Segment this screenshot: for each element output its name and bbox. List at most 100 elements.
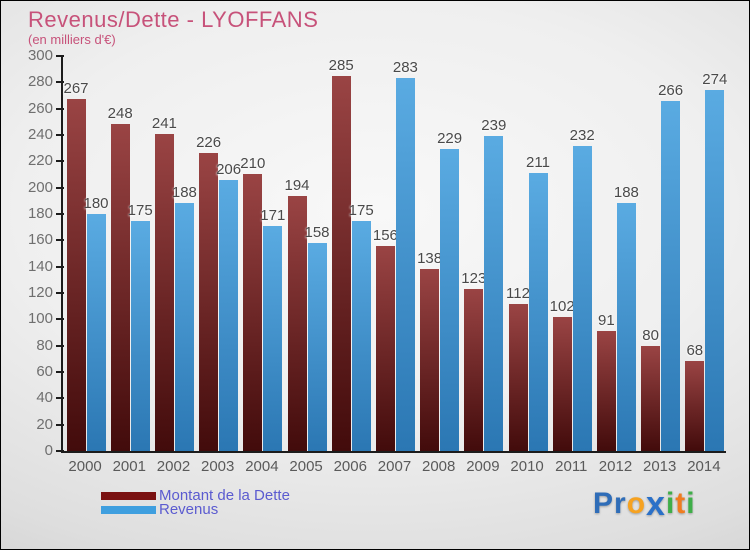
bar-dette-2003: [199, 153, 219, 451]
logo-letter-2: o: [626, 487, 647, 520]
bar-value-revenus-2000: 180: [83, 195, 109, 212]
y-axis-label-300: 300: [27, 47, 53, 64]
x-axis-label-2004: 2004: [245, 458, 279, 475]
y-axis-label-20: 20: [36, 415, 53, 433]
bar-value-revenus-2013: 266: [658, 82, 684, 99]
logo-letter-4: i: [665, 487, 676, 520]
x-axis-label-2005: 2005: [289, 458, 323, 475]
y-axis-tick-180: [56, 213, 64, 215]
y-axis-label-0: 0: [44, 442, 53, 459]
bar-dette-2004: [243, 174, 263, 451]
logo-letter-5: t: [675, 487, 687, 520]
bar-dette-2005: [287, 196, 307, 451]
y-axis-tick-280: [56, 81, 64, 84]
bar-dette-2007: [375, 246, 395, 451]
y-axis-label-80: 80: [36, 336, 53, 354]
bar-revenus-2002: [174, 203, 194, 451]
y-axis-label-220: 220: [27, 152, 53, 170]
x-axis-label-2002: 2002: [156, 458, 191, 475]
bar-dette-2014: [685, 361, 705, 451]
x-axis-label-2013: 2013: [643, 458, 677, 475]
bar-value-dette-2013: 80: [642, 327, 659, 344]
bar-dette-2002: [154, 134, 174, 451]
logo-letter-3: x: [646, 485, 666, 523]
x-axis-label-2009: 2009: [466, 458, 500, 475]
bar-revenus-2011: [572, 146, 592, 451]
y-axis-tick-60: [56, 371, 64, 373]
bar-value-dette-2011: 102: [549, 298, 575, 315]
legend: Montant de la Dette Revenus: [101, 487, 290, 517]
logo-letter-0: P: [593, 487, 615, 520]
bar-value-revenus-2002: 188: [171, 184, 197, 201]
x-axis-label-2011: 2011: [555, 458, 588, 475]
x-axis-label-2001: 2001: [112, 458, 146, 475]
bar-revenus-2007: [395, 78, 415, 451]
bar-value-dette-2014: 68: [686, 342, 704, 359]
bar-revenus-2010: [528, 173, 548, 451]
y-axis-label-160: 160: [27, 231, 53, 249]
bar-revenus-2006: [351, 221, 371, 451]
bar-value-dette-2005: 194: [284, 177, 310, 194]
y-axis-tick-100: [56, 318, 64, 321]
y-axis-label-240: 240: [27, 126, 53, 143]
bar-value-dette-2003: 226: [196, 134, 222, 151]
y-axis-tick-120: [56, 292, 64, 294]
bar-value-revenus-2012: 188: [613, 184, 639, 201]
bar-revenus-2005: [307, 243, 327, 451]
bar-value-revenus-2010: 211: [526, 154, 550, 171]
bar-value-dette-2009: 123: [461, 270, 487, 287]
y-axis-tick-160: [56, 239, 64, 242]
y-axis-label-40: 40: [36, 389, 53, 407]
bar-revenus-2012: [616, 203, 636, 451]
y-axis-label-60: 60: [36, 363, 53, 380]
x-axis-label-2014: 2014: [687, 458, 721, 475]
bar-revenus-2013: [661, 101, 681, 451]
logo-letter-6: i: [686, 487, 696, 520]
logo-letter-1: r: [614, 487, 627, 520]
x-axis-label-2010: 2010: [510, 458, 544, 475]
y-axis-tick-80: [56, 344, 64, 347]
legend-label-dette: Montant de la Dette: [159, 487, 290, 504]
bar-value-dette-2002: 241: [151, 115, 177, 132]
y-axis-tick-40: [56, 397, 64, 400]
y-axis-tick-260: [56, 107, 64, 110]
x-axis-label-2008: 2008: [422, 458, 456, 475]
bar-dette-2008: [420, 269, 440, 451]
y-axis-label-280: 280: [27, 73, 53, 91]
x-axis-label-2000: 2000: [68, 458, 102, 475]
chart-title: Revenus/Dette - LYOFFANS: [28, 7, 319, 32]
bar-value-dette-2012: 91: [598, 312, 615, 329]
bar-value-dette-2001: 248: [107, 105, 133, 122]
proxiti-logo: Proxiti: [593, 487, 696, 521]
bar-dette-2000: [66, 99, 86, 451]
y-axis-tick-0: [56, 450, 64, 452]
x-axis-label-2007: 2007: [377, 458, 412, 475]
legend-item-dette: Montant de la Dette: [101, 487, 290, 504]
y-axis-tick-200: [56, 186, 64, 189]
bar-value-revenus-2007: 283: [392, 59, 418, 76]
bar-revenus-2014: [705, 90, 725, 451]
bar-value-dette-2000: 267: [63, 80, 89, 97]
y-axis-label-200: 200: [27, 178, 53, 196]
bar-value-dette-2004: 210: [240, 155, 266, 172]
bar-value-revenus-2006: 175: [348, 202, 374, 219]
y-axis-label-140: 140: [27, 257, 53, 275]
y-axis-label-120: 120: [27, 284, 53, 301]
bar-dette-2010: [508, 304, 528, 451]
chart-subtitle: (en milliers d'€): [28, 32, 116, 47]
bar-revenus-2000: [86, 214, 106, 451]
y-axis-label-260: 260: [27, 99, 53, 117]
bar-dette-2013: [641, 346, 661, 451]
bar-value-revenus-2008: 229: [437, 130, 463, 147]
bar-dette-2012: [596, 331, 616, 451]
bar-dette-2011: [552, 317, 572, 451]
bar-value-dette-2010: 112: [506, 285, 530, 302]
bar-value-revenus-2003: 206: [216, 161, 242, 178]
y-axis-tick-240: [56, 134, 64, 136]
bar-value-revenus-2011: 232: [569, 127, 595, 144]
bar-revenus-2001: [130, 221, 150, 451]
bar-value-revenus-2009: 239: [481, 117, 507, 134]
bar-value-revenus-2014: 274: [702, 71, 728, 88]
bar-value-dette-2006: 285: [328, 57, 354, 74]
